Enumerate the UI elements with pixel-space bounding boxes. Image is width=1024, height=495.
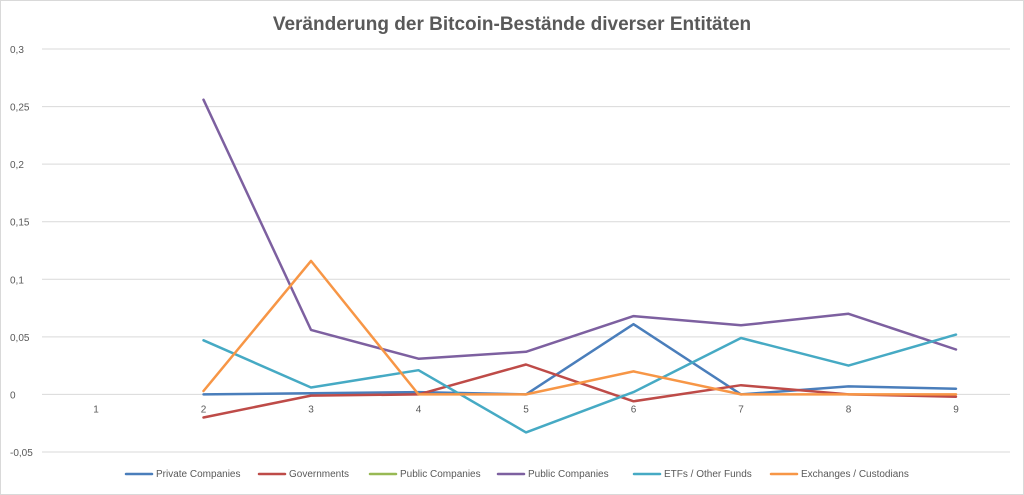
legend-label: Public Companies (400, 469, 481, 480)
x-tick-label: 1 (93, 404, 99, 415)
x-tick-label: 3 (308, 404, 314, 415)
series-lines (202, 98, 958, 434)
gridlines (42, 48, 1010, 453)
y-tick-label: 0,3 (10, 45, 24, 56)
legend-label: Governments (289, 469, 349, 480)
legend-label: ETFs / Other Funds (664, 469, 752, 480)
series-line-governments (202, 363, 958, 419)
series-line-private-companies (202, 322, 958, 396)
y-tick-label: 0,15 (10, 218, 30, 229)
legend-label: Public Companies (528, 469, 609, 480)
y-tick-label: 0,25 (10, 103, 30, 114)
x-tick-label: 4 (416, 404, 422, 415)
x-tick-label: 8 (846, 404, 852, 415)
y-tick-label: -0,05 (10, 448, 33, 459)
y-tick-label: 0,2 (10, 160, 24, 171)
legend-label: Private Companies (156, 469, 240, 480)
y-tick-label: 0,1 (10, 275, 24, 286)
x-axis-tick-labels: 1 2 3 4 5 6 7 8 9 (93, 404, 959, 415)
series-line-exchanges-custodians (202, 259, 958, 396)
legend: Private Companies Governments Public Compa… (124, 469, 909, 480)
x-tick-label: 9 (953, 404, 959, 415)
y-axis-tick-labels: -0,05 0 0,05 0,1 0,15 0,2 0,25 0,3 (10, 45, 33, 459)
x-tick-label: 2 (201, 404, 207, 415)
y-tick-label: 0 (10, 390, 16, 401)
y-tick-label: 0,05 (10, 333, 30, 344)
series-line-public-companies (202, 98, 958, 360)
x-tick-label: 6 (631, 404, 637, 415)
x-tick-label: 5 (523, 404, 529, 415)
series-line-etfs-other-funds (202, 333, 958, 434)
legend-label: Exchanges / Custodians (801, 469, 909, 480)
chart-title: Veränderung der Bitcoin-Bestände diverse… (273, 14, 751, 35)
x-tick-label: 7 (738, 404, 744, 415)
